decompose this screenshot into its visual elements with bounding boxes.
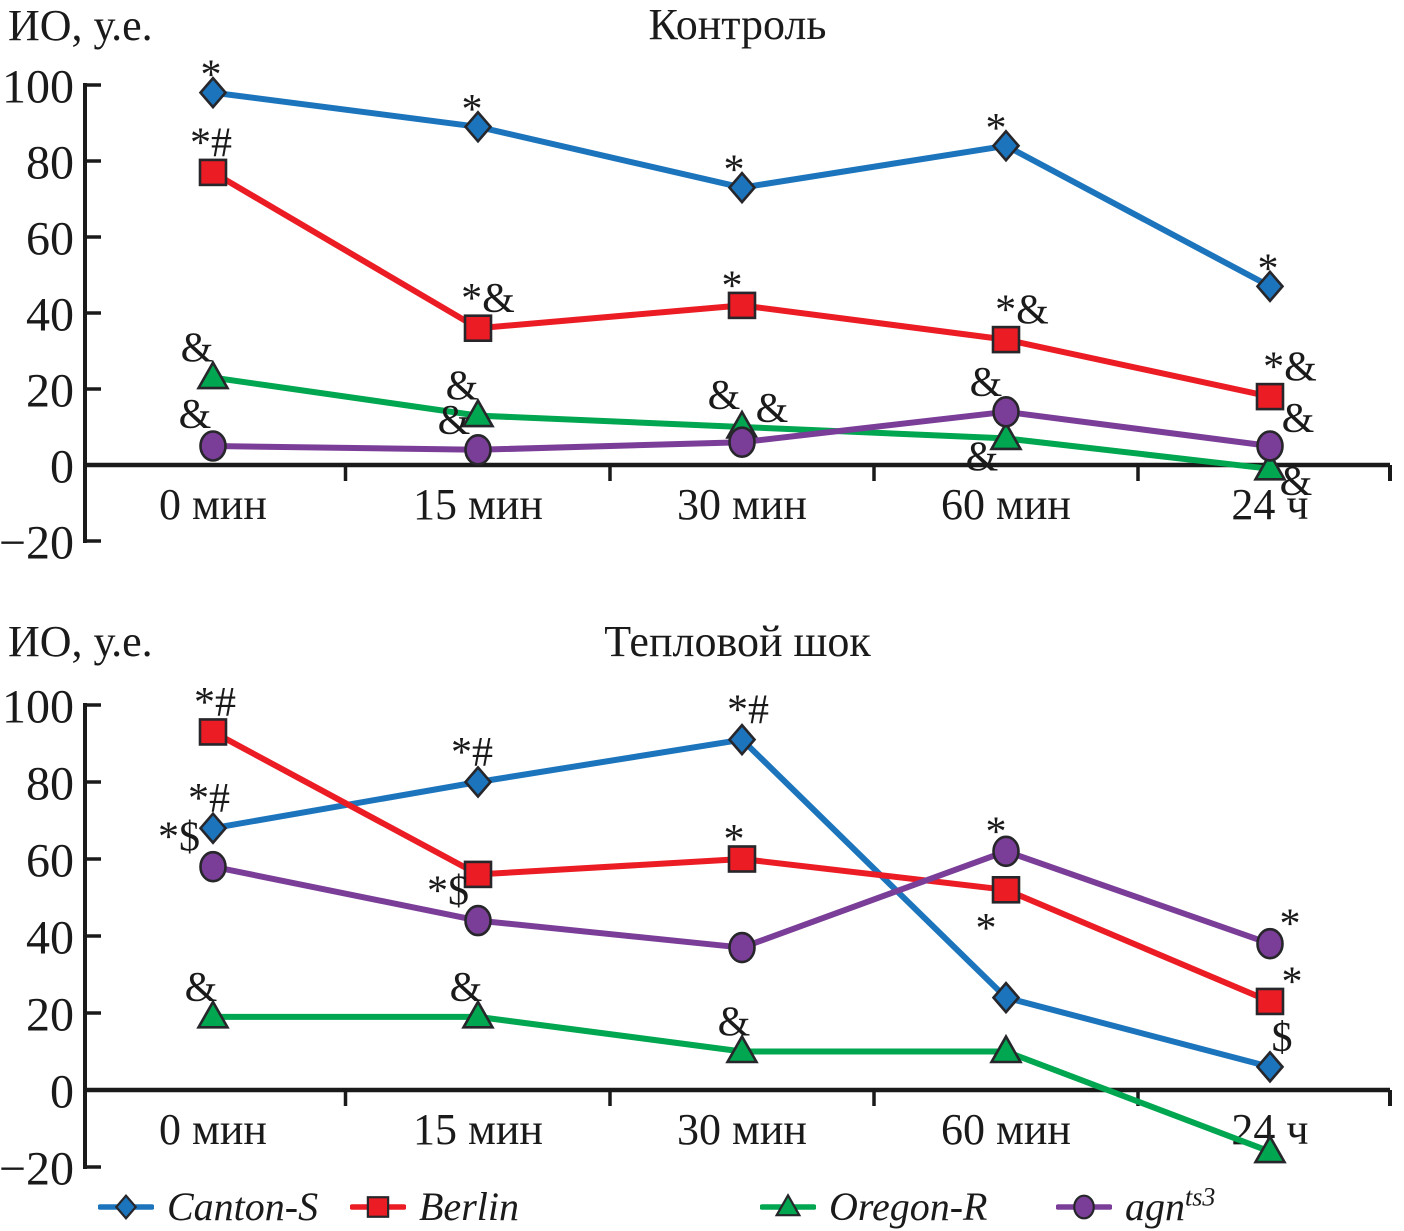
svg-text:80: 80 xyxy=(26,136,74,189)
svg-text:*: * xyxy=(1282,959,1303,1005)
svg-text:30 мин: 30 мин xyxy=(677,1105,807,1154)
legend-label-canton-s: Canton-S xyxy=(167,1187,318,1227)
svg-text:&: & xyxy=(446,364,479,410)
svg-text:*: * xyxy=(724,148,745,194)
svg-text:&: & xyxy=(718,1000,751,1046)
svg-text:&: & xyxy=(966,434,999,480)
heat-shock-chart-title: Тепловой шок xyxy=(604,617,871,666)
svg-text:*&: *& xyxy=(461,276,515,322)
berlin-square-icon xyxy=(350,1196,406,1218)
svg-text:*: * xyxy=(976,906,997,952)
svg-text:&: & xyxy=(708,373,741,419)
svg-text:&: & xyxy=(181,326,214,372)
legend-item-berlin: Berlin xyxy=(350,1183,519,1231)
svg-text:*: * xyxy=(722,263,743,309)
legend-label-oregon-r: Oregon-R xyxy=(829,1187,987,1227)
svg-text:60: 60 xyxy=(26,834,74,887)
svg-text:*#: *# xyxy=(727,688,769,734)
svg-text:15 мин: 15 мин xyxy=(413,1105,543,1154)
legend-label-sup: ts3 xyxy=(1185,1182,1216,1212)
control-chart: 100 80 60 40 20 0 −20 0 мин 15 мин 30 мин 60 мин 24… xyxy=(0,53,1392,569)
legend-label-agn-ts3: agnts3 xyxy=(1125,1184,1215,1229)
svg-text:30 мин: 30 мин xyxy=(677,480,807,529)
svg-text:*$: *$ xyxy=(427,869,469,915)
svg-text:*: * xyxy=(1280,902,1301,948)
svg-text:100: 100 xyxy=(2,60,74,113)
oregon-r-triangle-icon xyxy=(760,1193,816,1217)
svg-text:15 мин: 15 мин xyxy=(413,480,543,529)
svg-text:*: * xyxy=(986,809,1007,855)
svg-text:*#: *# xyxy=(190,120,232,166)
canton-s-diamond-icon xyxy=(98,1193,154,1221)
svg-text:−20: −20 xyxy=(0,1142,74,1190)
svg-text:&: & xyxy=(970,360,1003,406)
legend-label-text: Berlin xyxy=(419,1184,519,1229)
svg-text:20: 20 xyxy=(26,364,74,417)
svg-text:20: 20 xyxy=(26,988,74,1041)
svg-text:40: 40 xyxy=(26,911,74,964)
control-chart-title: Контроль xyxy=(648,0,827,49)
legend-item-canton-s: Canton-S xyxy=(98,1183,318,1231)
svg-text:*#: *# xyxy=(194,680,236,726)
svg-text:0 мин: 0 мин xyxy=(159,480,267,529)
legend-label-text: agn xyxy=(1125,1184,1185,1229)
svg-text:&: & xyxy=(185,965,218,1011)
svg-text:*#: *# xyxy=(451,730,493,776)
svg-text:60: 60 xyxy=(26,212,74,265)
svg-text:&: & xyxy=(1280,459,1313,505)
legend-item-oregon-r: Oregon-R xyxy=(760,1183,987,1231)
svg-text:100: 100 xyxy=(2,680,74,733)
svg-text:*: * xyxy=(201,53,222,99)
svg-text:*: * xyxy=(986,106,1007,152)
agn-ts3-circle-icon xyxy=(1056,1194,1112,1220)
legend-item-agn-ts3: agnts3 xyxy=(1056,1183,1215,1231)
svg-text:&: & xyxy=(438,398,471,444)
svg-text:$: $ xyxy=(1272,1015,1293,1061)
svg-text:*#: *# xyxy=(188,776,230,822)
svg-text:&: & xyxy=(1282,396,1315,442)
svg-text:40: 40 xyxy=(26,288,74,341)
svg-text:*: * xyxy=(462,87,483,133)
svg-text:*&: *& xyxy=(1263,345,1317,391)
svg-text:*: * xyxy=(1258,246,1279,292)
legend-label-berlin: Berlin xyxy=(419,1187,519,1227)
legend-label-text: Oregon-R xyxy=(829,1184,988,1229)
svg-text:60 мин: 60 мин xyxy=(941,480,1071,529)
svg-text:&: & xyxy=(450,965,483,1011)
svg-text:*&: *& xyxy=(995,288,1049,334)
heat-shock-y-axis-label: ИО, у.е. xyxy=(8,617,153,666)
svg-text:−20: −20 xyxy=(0,516,74,569)
legend: Canton-S Berlin Oregon-R agnts3 xyxy=(0,1183,1404,1231)
svg-text:*$: *$ xyxy=(158,815,200,861)
svg-text:&: & xyxy=(756,386,789,432)
svg-text:0: 0 xyxy=(50,1065,74,1118)
svg-text:0 мин: 0 мин xyxy=(159,1105,267,1154)
svg-text:*: * xyxy=(724,817,745,863)
svg-text:&: & xyxy=(179,392,212,438)
control-y-axis-label: ИО, у.е. xyxy=(8,1,153,50)
svg-text:24 ч: 24 ч xyxy=(1231,480,1308,529)
svg-text:0: 0 xyxy=(50,440,74,493)
svg-text:60 мин: 60 мин xyxy=(941,1105,1071,1154)
svg-text:80: 80 xyxy=(26,757,74,810)
legend-label-text: Canton-S xyxy=(167,1184,319,1229)
